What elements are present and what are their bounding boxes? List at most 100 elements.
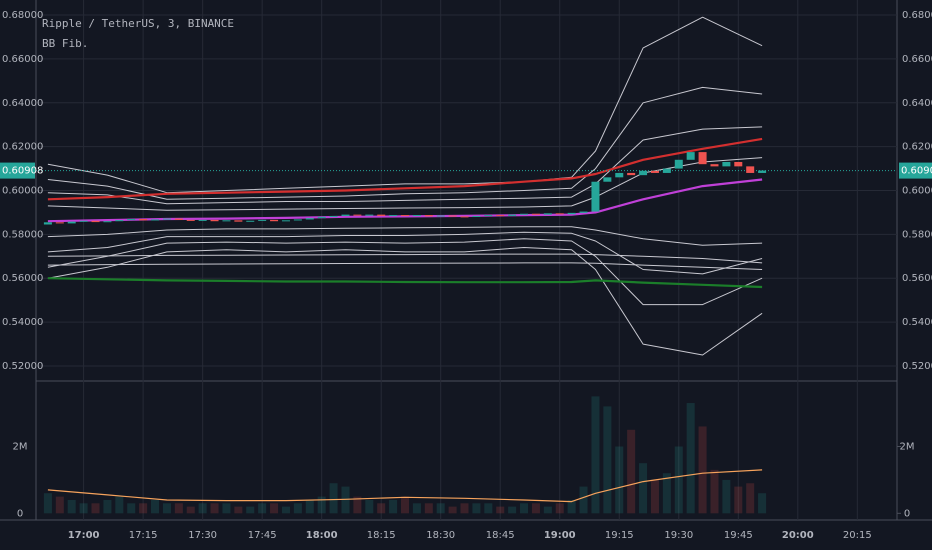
x-tick-label: 19:00	[544, 530, 576, 541]
candle-body	[91, 220, 100, 223]
volume-bar	[484, 503, 493, 514]
candle-body	[484, 215, 493, 217]
volume-tick-label-right: 0	[904, 508, 910, 519]
candle-body	[115, 220, 124, 222]
x-tick-label: 18:30	[426, 530, 455, 541]
candle-body	[198, 219, 207, 221]
volume-bar	[115, 496, 124, 514]
y-tick-label-right: 0.54000	[902, 317, 932, 328]
volume-bar	[436, 503, 445, 514]
x-tick-label: 18:45	[486, 530, 515, 541]
candle-body	[508, 214, 517, 216]
volume-bar	[448, 506, 457, 514]
volume-bar	[305, 499, 314, 514]
y-tick-label-right: 0.68000	[902, 10, 932, 21]
volume-bar	[627, 429, 636, 514]
y-tick-label-right: 0.64000	[902, 98, 932, 109]
volume-bar	[710, 469, 719, 514]
x-tick-label: 20:15	[843, 530, 872, 541]
candle-body	[662, 168, 671, 173]
candle-body	[127, 219, 136, 221]
candle-body	[234, 220, 243, 222]
y-tick-label: 0.62000	[2, 142, 43, 153]
volume-bar	[496, 506, 505, 514]
volume-bar	[734, 486, 743, 514]
candle-body	[460, 216, 469, 218]
candle-body	[210, 219, 219, 222]
last-price-label: 0.60908	[2, 166, 43, 177]
volume-bar	[281, 506, 290, 514]
volume-bar	[686, 403, 695, 514]
x-tick-label: 18:00	[306, 530, 338, 541]
candle-body	[567, 212, 576, 215]
candle-body	[151, 219, 160, 221]
volume-bar	[198, 503, 207, 514]
volume-bar	[412, 503, 421, 514]
x-tick-label: 18:15	[367, 530, 396, 541]
volume-bar	[615, 446, 624, 514]
volume-bar	[758, 493, 767, 514]
volume-bar	[270, 503, 279, 514]
plot	[36, 16, 897, 514]
volume-bar	[222, 503, 231, 514]
candle-body	[353, 214, 362, 216]
line	[47, 137, 763, 201]
candle-body	[341, 214, 350, 216]
last-price-box	[899, 162, 932, 179]
volume-bar	[520, 503, 529, 514]
volume-bar	[508, 506, 517, 514]
candle-body	[555, 213, 564, 215]
candle-body	[627, 172, 636, 176]
volume-bar	[603, 406, 612, 514]
candle-body	[686, 152, 695, 160]
volume-bar	[639, 463, 648, 514]
x-tick-label: 17:45	[248, 530, 277, 541]
volume-bar	[43, 493, 52, 514]
volume-bar	[591, 396, 600, 514]
line	[47, 262, 763, 270]
candle-body	[543, 213, 552, 215]
candle-body	[222, 220, 231, 222]
candle-body	[67, 221, 76, 224]
candle-body	[258, 219, 267, 221]
candle-body	[448, 215, 457, 217]
volume-bar	[162, 503, 171, 514]
x-tick-label: 17:00	[68, 530, 100, 541]
line	[47, 86, 763, 200]
y-tick-label: 0.60000	[2, 186, 43, 197]
candle-body	[317, 216, 326, 219]
candle-body	[722, 161, 731, 167]
candle-body	[305, 218, 314, 220]
line	[47, 126, 763, 205]
volume-bar	[401, 496, 409, 514]
volume-bar	[246, 506, 255, 514]
line	[47, 469, 763, 503]
candle-body	[424, 215, 433, 217]
volume-bar	[543, 506, 552, 514]
y-tick-label: 0.58000	[2, 229, 43, 240]
volume-bar	[472, 503, 481, 514]
candle-body	[496, 215, 505, 217]
candle-body	[174, 218, 183, 220]
y-tick-label-right: 0.52000	[902, 361, 932, 372]
x-tick-label: 19:30	[664, 530, 693, 541]
candle-body	[520, 213, 529, 215]
candle-body	[591, 181, 600, 212]
line	[47, 277, 763, 289]
candle-body	[162, 218, 171, 220]
volume-bar	[650, 479, 659, 514]
volume-bar	[424, 503, 433, 514]
x-tick-label: 17:15	[129, 530, 158, 541]
line	[47, 157, 763, 211]
candle-body	[55, 222, 64, 224]
volume-bar	[341, 486, 350, 514]
candle-body	[734, 161, 743, 167]
candle-body	[389, 215, 398, 217]
volume-tick-label-right: 2M	[900, 441, 915, 452]
y-tick-label: 0.64000	[2, 98, 43, 109]
candle-body	[293, 219, 302, 221]
candle-body	[246, 220, 255, 222]
candle-body	[603, 177, 612, 182]
volume-bar	[234, 506, 243, 514]
